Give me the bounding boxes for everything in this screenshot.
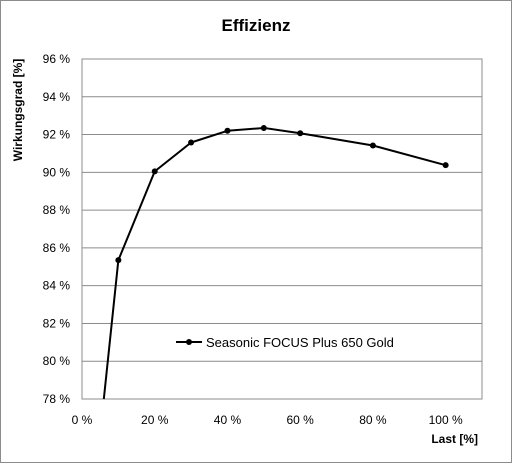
legend: Seasonic FOCUS Plus 650 Gold bbox=[176, 335, 394, 350]
x-tick-label: 20 % bbox=[141, 413, 169, 427]
data-point bbox=[224, 127, 231, 134]
x-tick-label: 80 % bbox=[359, 413, 387, 427]
data-point bbox=[188, 139, 195, 146]
y-tick-label: 78 % bbox=[43, 392, 71, 406]
y-axis-ticks: 78 % 80 % 82 % 84 % 86 % 88 % 90 % 92 % 94 % 96 % bbox=[43, 52, 71, 406]
data-point bbox=[442, 162, 449, 169]
y-tick-label: 86 % bbox=[43, 241, 71, 255]
plot-area bbox=[81, 58, 483, 400]
y-tick-label: 94 % bbox=[43, 90, 71, 104]
y-tick-label: 90 % bbox=[43, 165, 71, 179]
legend-marker bbox=[186, 339, 192, 345]
x-tick-label: 100 % bbox=[429, 413, 463, 427]
y-tick-label: 82 % bbox=[43, 316, 71, 330]
y-tick-label: 84 % bbox=[43, 279, 71, 293]
x-tick-label: 40 % bbox=[214, 413, 242, 427]
data-point bbox=[297, 130, 304, 137]
x-axis-title: Last [%] bbox=[431, 432, 478, 446]
y-axis-title: Wirkungsgrad [%] bbox=[11, 59, 25, 162]
x-axis-ticks: 0 % 20 % 40 % 60 % 80 % 100 % bbox=[72, 413, 463, 427]
data-point bbox=[151, 168, 158, 175]
y-tick-label: 92 % bbox=[43, 128, 71, 142]
x-tick-label: 0 % bbox=[72, 413, 93, 427]
chart-title: Effizienz bbox=[222, 16, 291, 35]
y-tick-label: 96 % bbox=[43, 52, 71, 66]
y-tick-label: 88 % bbox=[43, 203, 71, 217]
data-point bbox=[260, 124, 267, 131]
data-point bbox=[115, 257, 122, 264]
data-point bbox=[369, 142, 376, 149]
gridlines bbox=[82, 96, 482, 362]
legend-label: Seasonic FOCUS Plus 650 Gold bbox=[206, 335, 394, 350]
x-tick-label: 60 % bbox=[287, 413, 315, 427]
y-tick-label: 80 % bbox=[43, 354, 71, 368]
series-group bbox=[102, 124, 449, 400]
